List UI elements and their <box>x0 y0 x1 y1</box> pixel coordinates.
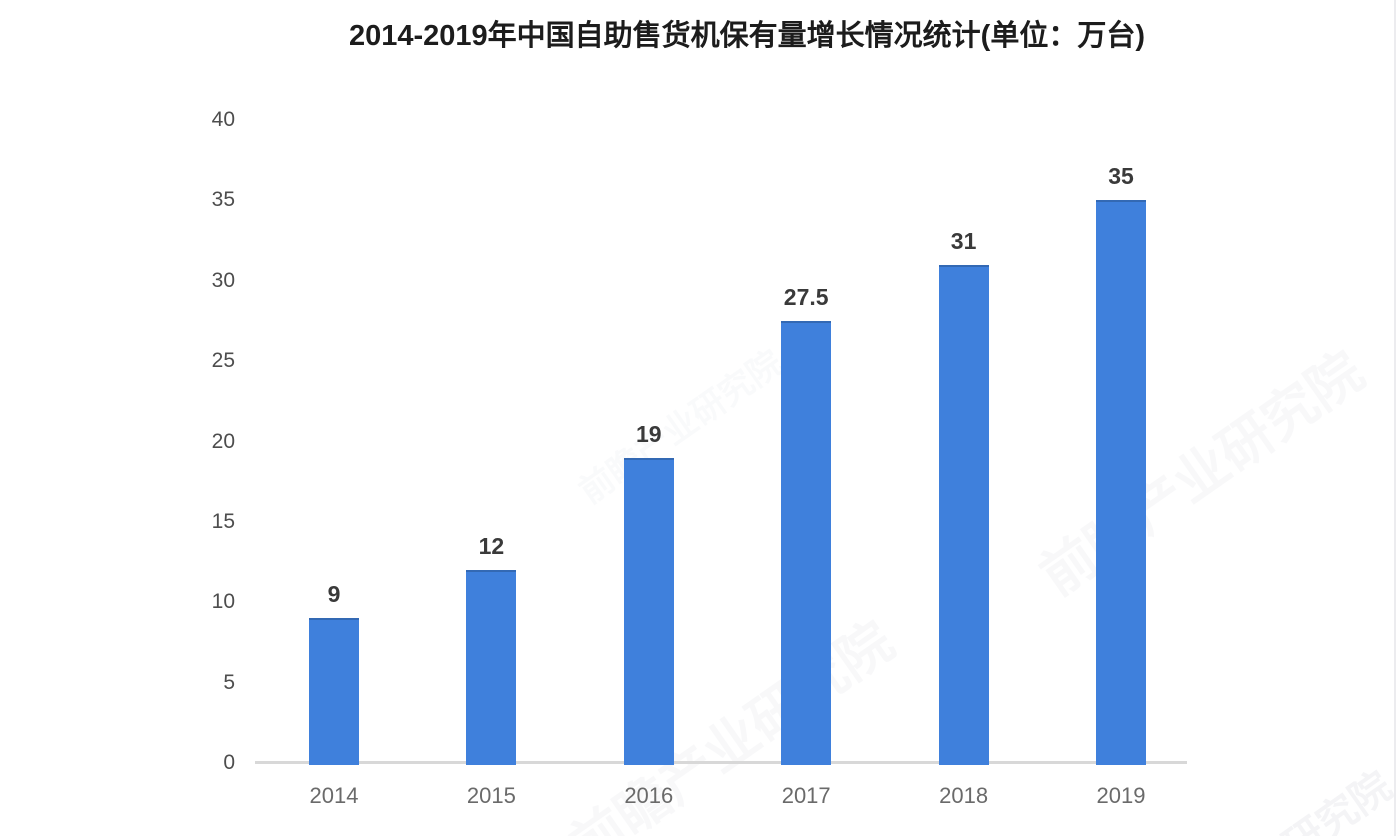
bar-2017 <box>781 320 832 765</box>
x-category-label: 2018 <box>939 783 989 808</box>
y-tick-label: 40 <box>211 108 235 131</box>
y-tick-label: 25 <box>211 349 235 373</box>
y-tick-label: 0 <box>223 751 235 774</box>
bar-2016 <box>623 457 674 765</box>
y-tick-label: 20 <box>211 429 235 453</box>
bar-value-label: 19 <box>636 420 662 447</box>
bar-2018 <box>938 264 989 765</box>
bar-value-label: 35 <box>1108 163 1134 190</box>
bar-2019 <box>1096 200 1146 765</box>
bar-value-label: 12 <box>478 533 505 560</box>
x-category-label: 2016 <box>624 783 674 808</box>
y-tick-label: 30 <box>211 268 235 292</box>
watermark-text: 前瞻产业研究院 <box>1022 329 1377 611</box>
x-category-label: 2014 <box>309 783 359 808</box>
y-tick-label: 35 <box>211 188 235 212</box>
bar-value-label: 27.5 <box>783 283 829 310</box>
bar-value-label: 31 <box>950 227 977 254</box>
x-axis-line <box>255 761 1187 764</box>
page-edge-line <box>1394 0 1396 836</box>
y-tick-label: 5 <box>223 670 235 694</box>
bar-2014 <box>309 618 359 765</box>
bar-2015 <box>466 570 517 765</box>
x-category-label: 2015 <box>466 783 516 808</box>
x-category-label: 2017 <box>781 783 831 808</box>
bar-value-label: 9 <box>327 581 341 608</box>
y-tick-label: 10 <box>211 590 235 614</box>
y-tick-label: 15 <box>211 509 235 533</box>
chart-title: 2014-2019年中国自助售货机保有量增长情况统计(单位：万台) <box>348 20 1145 52</box>
x-category-label: 2019 <box>1096 783 1146 808</box>
